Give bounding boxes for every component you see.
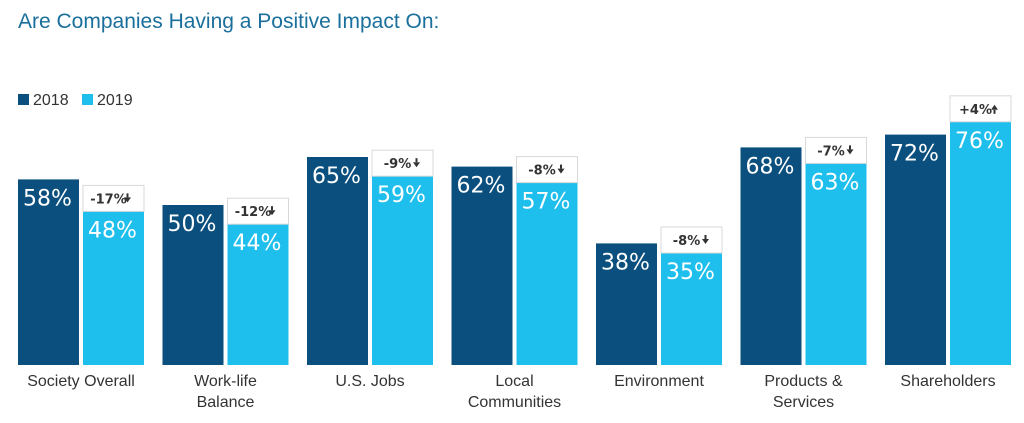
bar-2019-2 <box>372 176 433 365</box>
bar-2019-6 <box>950 121 1011 365</box>
change-arrow-icon-0 <box>124 197 131 203</box>
bar-value-label-2018-1: 50% <box>168 212 217 237</box>
bar-2019-1 <box>227 224 289 365</box>
change-badge-6 <box>949 95 1012 123</box>
bar-value-label-2019-3: 57% <box>522 190 571 215</box>
change-badge-0 <box>82 184 145 212</box>
change-arrow-stem-1 <box>271 206 273 211</box>
category-label-1-0: Work-life <box>194 373 257 390</box>
bar-2018-3 <box>451 166 513 365</box>
change-arrow-icon-5 <box>846 149 854 155</box>
change-arrow-stem-3 <box>560 164 562 169</box>
bar-2019-3 <box>516 182 578 365</box>
legend-label-2018: 2018 <box>33 92 69 109</box>
change-arrow-stem-4 <box>704 235 707 239</box>
legend-label-2019: 2019 <box>97 92 133 109</box>
change-arrow-stem-2 <box>415 158 418 163</box>
category-label-3-0: Local <box>495 373 533 390</box>
bar-value-label-2018-4: 38% <box>601 250 650 275</box>
bar-2018-1 <box>162 205 224 365</box>
change-arrow-stem-0 <box>126 193 129 198</box>
bar-value-label-2019-2: 59% <box>377 183 426 208</box>
bar-2019-4 <box>661 253 722 365</box>
change-arrow-icon-1 <box>268 210 276 216</box>
change-badge-2 <box>371 149 434 177</box>
bar-value-label-2019-1: 44% <box>233 231 282 256</box>
bar-2019-5 <box>805 163 867 365</box>
category-label-5-0: Products & <box>764 373 843 390</box>
bar-2018-6 <box>885 134 946 365</box>
change-label-0: -17% <box>90 192 127 207</box>
bar-value-label-2019-4: 35% <box>666 260 715 285</box>
change-badge-3 <box>516 156 578 184</box>
category-label-6-0: Shareholders <box>900 373 995 390</box>
change-arrow-icon-2 <box>413 162 420 168</box>
bar-value-label-2019-0: 48% <box>88 218 137 243</box>
change-arrow-stem-5 <box>849 145 851 150</box>
bar-value-label-2018-3: 62% <box>457 174 506 199</box>
change-label-4: -8% <box>673 234 700 249</box>
change-label-1: -12% <box>235 205 272 220</box>
bars: 58% 48% -17% 50% 44% -12% 65% 59% -9% 62% 57% -8% 38… <box>18 95 1012 365</box>
bar-value-label-2018-2: 65% <box>312 164 361 189</box>
bar-2018-2 <box>307 157 368 365</box>
change-arrow-icon-6 <box>991 104 998 110</box>
change-arrow-stem-6 <box>993 109 996 114</box>
category-label-4-0: Environment <box>614 373 704 390</box>
change-label-2: -9% <box>384 157 411 172</box>
change-badge-4 <box>660 226 723 254</box>
category-label-0-0: Society Overall <box>27 373 135 390</box>
change-arrow-icon-3 <box>557 168 565 174</box>
bar-value-label-2018-6: 72% <box>890 142 939 167</box>
change-label-3: -8% <box>528 164 555 179</box>
change-badge-1 <box>227 197 289 225</box>
legend-swatch-2018 <box>18 94 29 105</box>
change-label-6: +4% <box>959 103 992 118</box>
bar-2018-5 <box>740 147 802 365</box>
bar-2018-0 <box>18 179 79 365</box>
bar-2018-4 <box>596 243 657 365</box>
change-arrow-icon-4 <box>702 239 709 244</box>
bar-value-label-2018-0: 58% <box>23 186 72 211</box>
category-label-2-0: U.S. Jobs <box>335 373 404 390</box>
legend-swatch-2019 <box>82 94 93 105</box>
bar-value-label-2019-6: 76% <box>955 129 1004 154</box>
category-label-5-1: Services <box>773 394 834 411</box>
change-badge-5 <box>805 136 867 164</box>
chart-title: Are Companies Having a Positive Impact O… <box>18 10 440 33</box>
category-label-3-1: Communities <box>468 394 561 411</box>
bar-value-label-2018-5: 68% <box>746 154 795 179</box>
legend: 2018 2019 <box>18 92 133 109</box>
bar-value-label-2019-5: 63% <box>811 170 860 195</box>
change-label-5: -7% <box>817 144 844 159</box>
category-label-1-1: Balance <box>197 394 255 411</box>
bar-2019-0 <box>83 211 144 365</box>
category-labels: Society Overall Work-life Balance U.S. Jobs… <box>27 373 995 411</box>
